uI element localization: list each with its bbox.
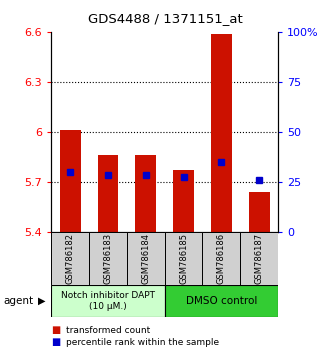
Text: GSM786185: GSM786185: [179, 233, 188, 284]
Text: GSM786186: GSM786186: [217, 233, 226, 284]
Text: GDS4488 / 1371151_at: GDS4488 / 1371151_at: [88, 12, 243, 25]
Bar: [127, 232, 165, 285]
Text: percentile rank within the sample: percentile rank within the sample: [66, 338, 219, 347]
Text: agent: agent: [3, 296, 33, 306]
Bar: [203, 232, 240, 285]
Bar: [165, 232, 203, 285]
Text: GSM786184: GSM786184: [141, 233, 150, 284]
Bar: [89, 232, 127, 285]
Bar: [165, 285, 278, 317]
Text: Notch inhibitor DAPT
(10 μM.): Notch inhibitor DAPT (10 μM.): [61, 291, 155, 311]
Bar: [135, 155, 156, 232]
Bar: [211, 34, 232, 232]
Text: transformed count: transformed count: [66, 326, 151, 335]
Bar: [98, 155, 118, 232]
Text: DMSO control: DMSO control: [186, 296, 257, 306]
Text: GSM786182: GSM786182: [66, 233, 75, 284]
Text: ▶: ▶: [38, 296, 45, 306]
Bar: [240, 232, 278, 285]
Bar: [173, 170, 194, 232]
Bar: [60, 130, 80, 232]
Text: ■: ■: [51, 325, 61, 335]
Bar: [51, 285, 165, 317]
Bar: [249, 192, 269, 232]
Bar: [51, 232, 89, 285]
Text: GSM786187: GSM786187: [255, 233, 264, 284]
Text: GSM786183: GSM786183: [104, 233, 113, 284]
Text: ■: ■: [51, 337, 61, 347]
